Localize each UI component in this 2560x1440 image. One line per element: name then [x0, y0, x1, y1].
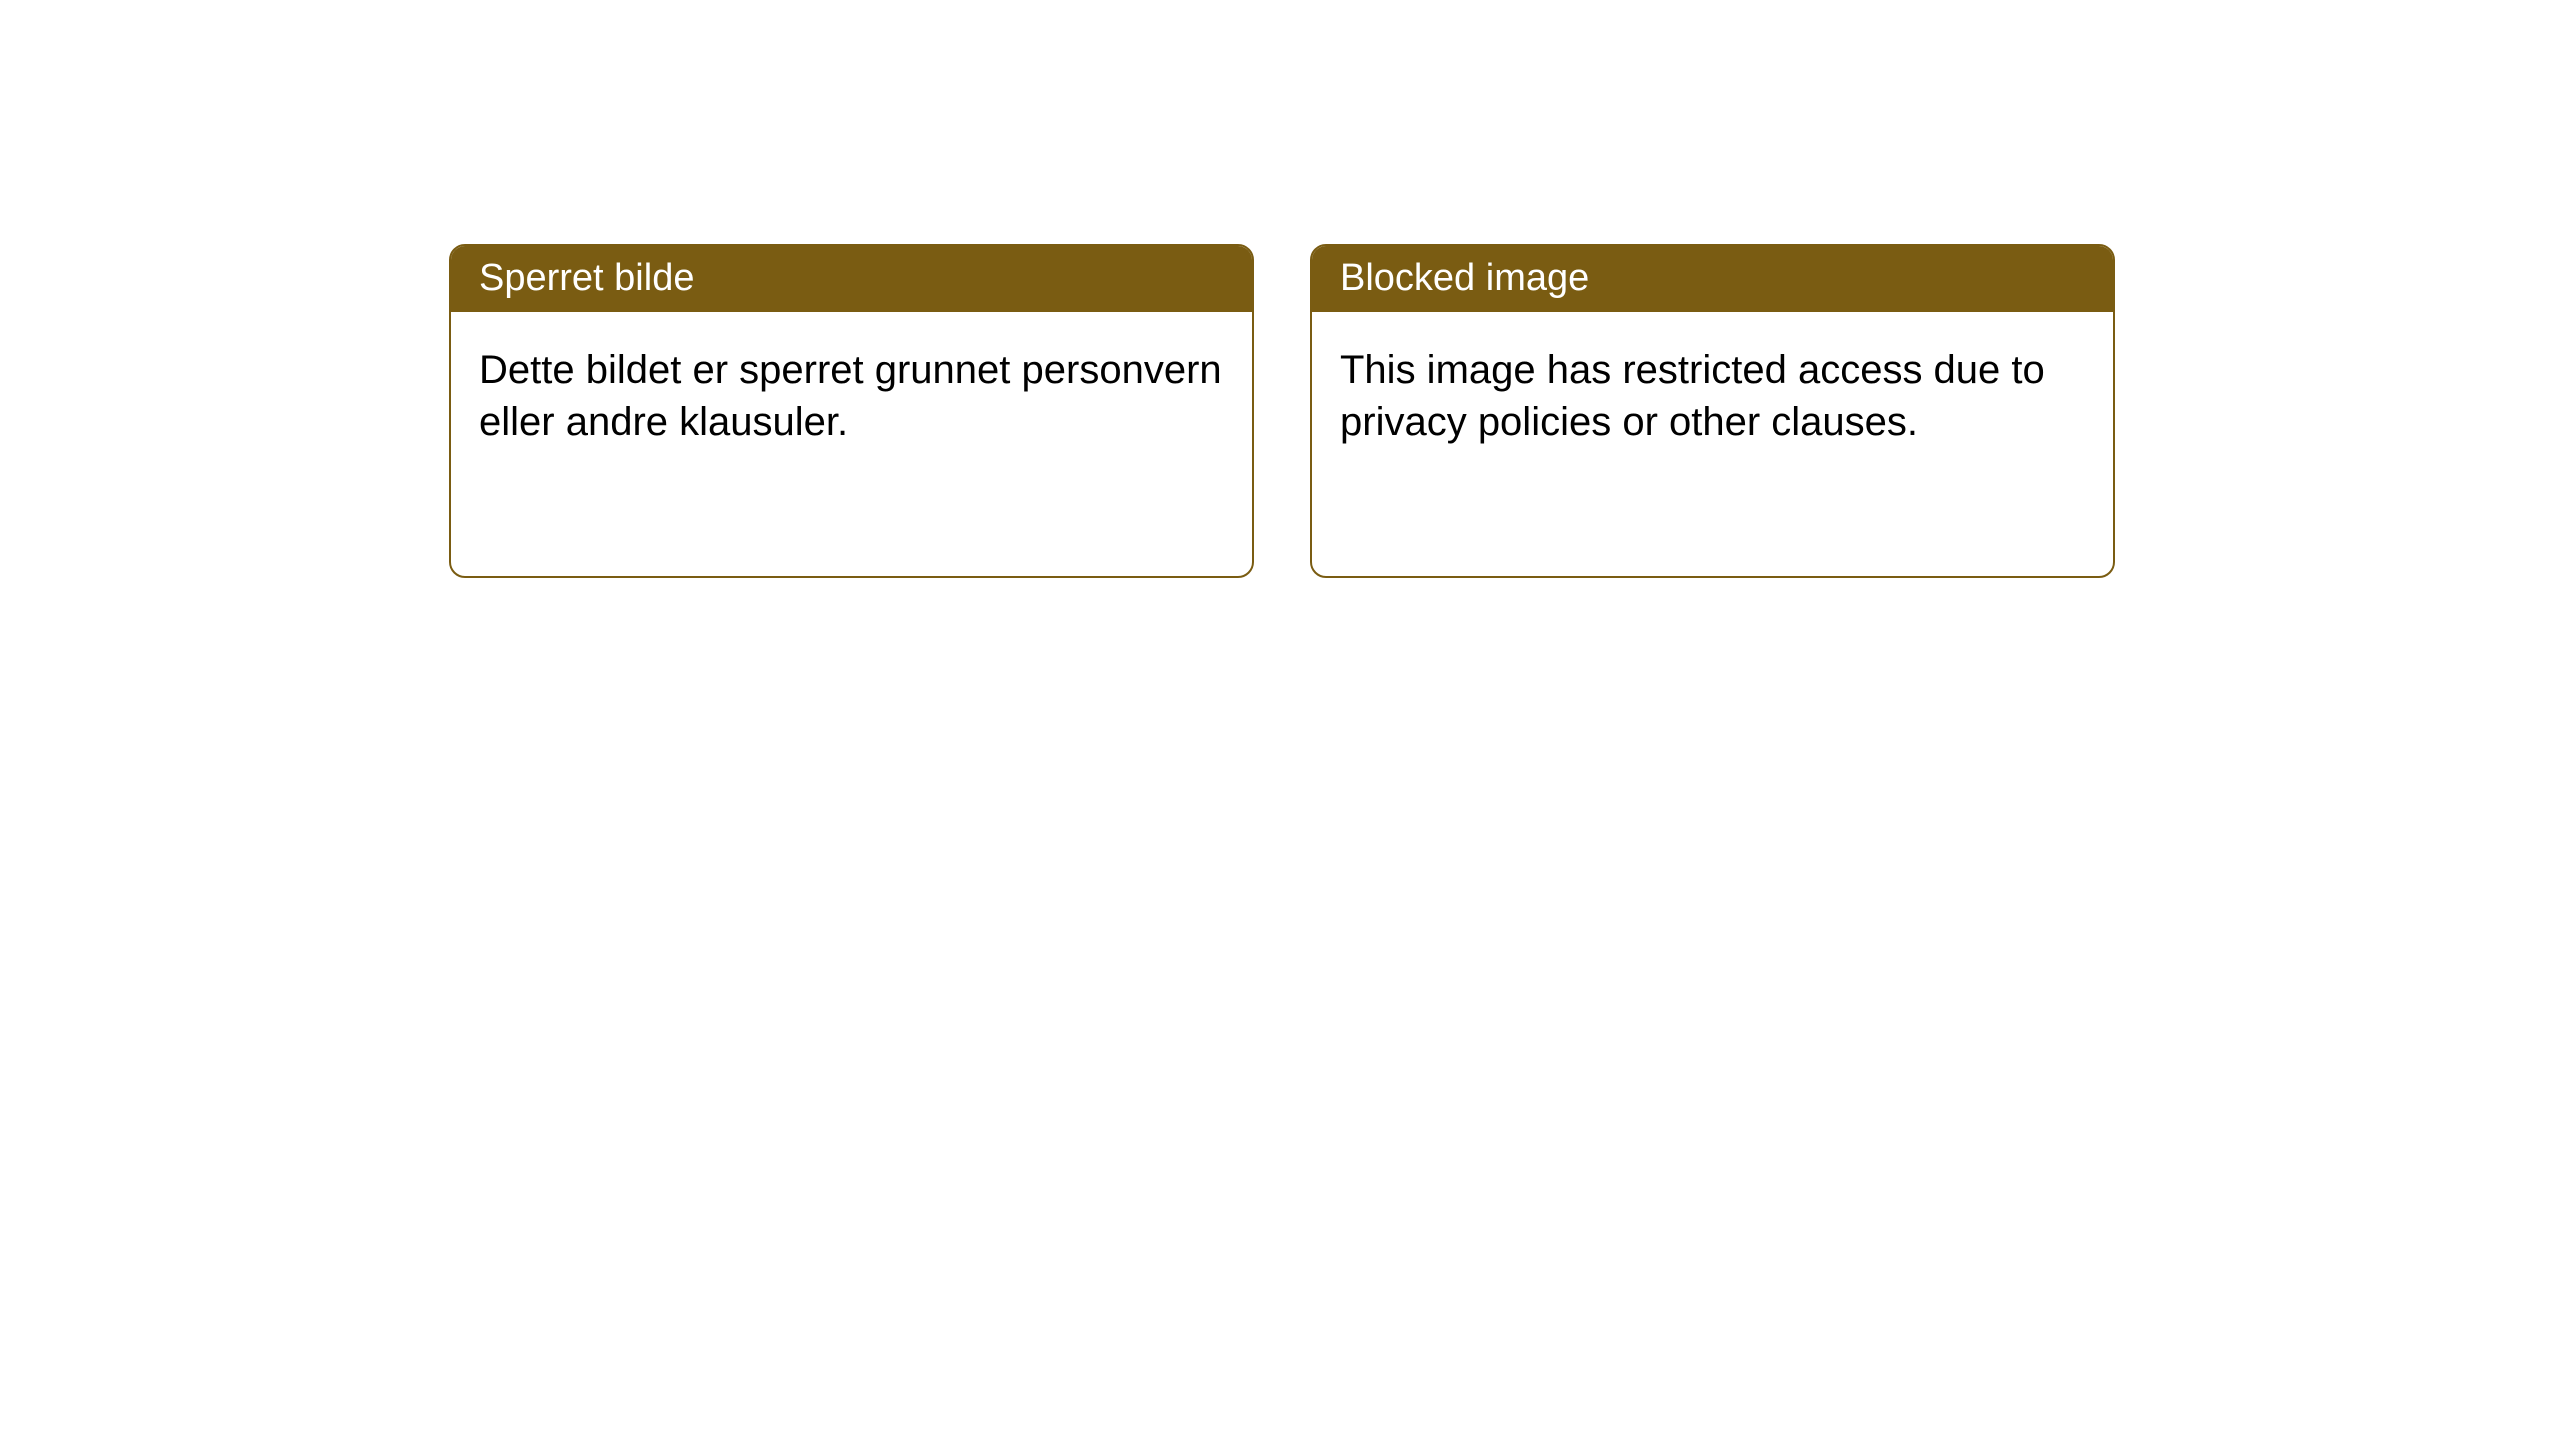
notice-body: This image has restricted access due to … [1312, 312, 2113, 480]
notice-body: Dette bildet er sperret grunnet personve… [451, 312, 1252, 480]
notice-header: Sperret bilde [451, 246, 1252, 312]
notice-header: Blocked image [1312, 246, 2113, 312]
notice-container: Sperret bilde Dette bildet er sperret gr… [449, 244, 2115, 578]
notice-card-norwegian: Sperret bilde Dette bildet er sperret gr… [449, 244, 1254, 578]
notice-card-english: Blocked image This image has restricted … [1310, 244, 2115, 578]
